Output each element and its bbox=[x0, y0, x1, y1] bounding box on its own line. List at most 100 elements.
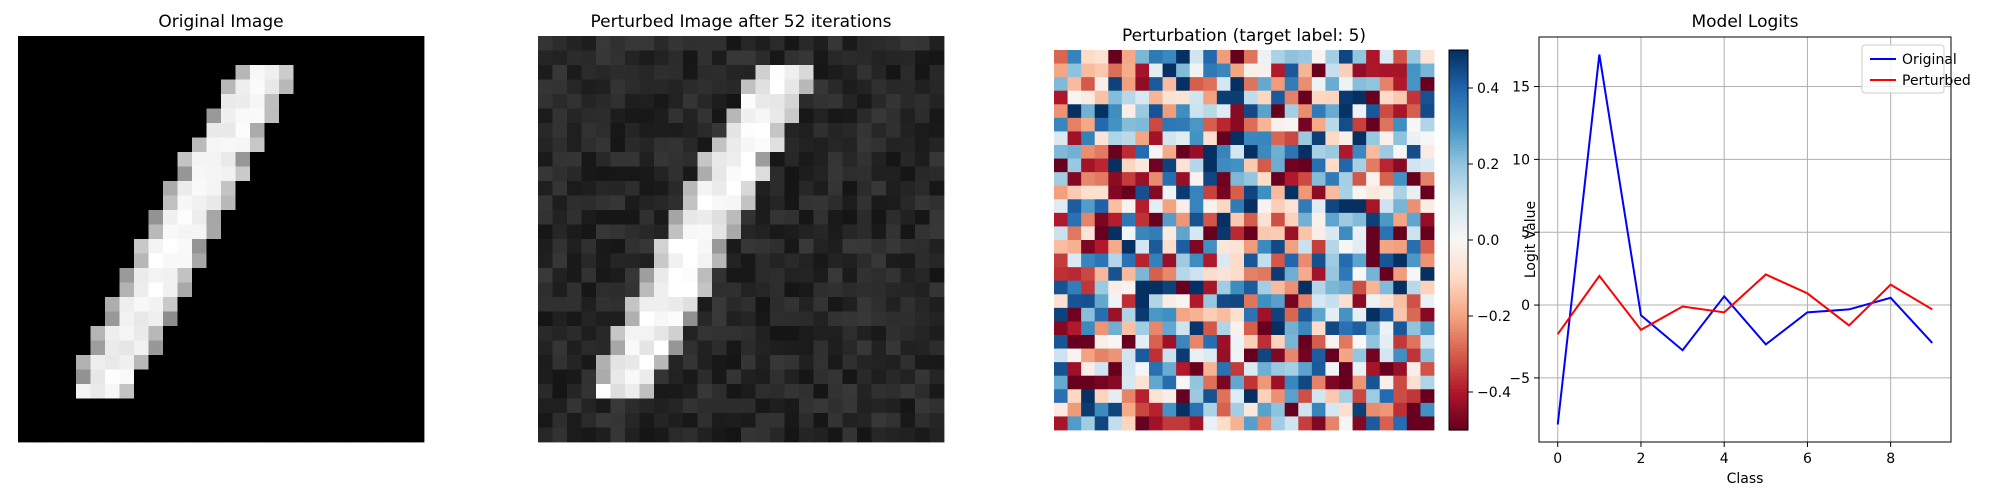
heatmap-cell bbox=[1067, 90, 1082, 105]
heatmap-cell bbox=[1081, 335, 1096, 349]
heatmap-cell bbox=[1203, 375, 1218, 390]
heatmap-cell bbox=[1162, 158, 1177, 173]
heatmap-cell bbox=[915, 123, 930, 138]
heatmap-cell bbox=[76, 326, 91, 341]
heatmap-cell bbox=[308, 123, 323, 138]
heatmap-cell bbox=[148, 239, 164, 254]
heatmap-cell bbox=[857, 210, 872, 225]
heatmap-cell bbox=[668, 326, 684, 341]
heatmap-cell bbox=[741, 224, 756, 240]
heatmap-cell bbox=[90, 297, 106, 312]
heatmap-cell bbox=[1067, 253, 1082, 268]
heatmap-cell bbox=[1284, 375, 1299, 390]
heatmap-cell bbox=[206, 311, 222, 327]
heatmap-cell bbox=[654, 326, 669, 341]
heatmap-cell bbox=[929, 268, 945, 283]
heatmap-cell bbox=[799, 166, 814, 182]
heatmap-cell bbox=[567, 210, 582, 225]
heatmap-cell bbox=[177, 369, 193, 385]
heatmap-cell bbox=[134, 398, 149, 414]
heatmap-cell bbox=[871, 36, 887, 51]
colorbar-segment bbox=[1449, 211, 1468, 216]
heatmap-cell bbox=[1189, 253, 1204, 268]
heatmap-cell bbox=[293, 253, 309, 269]
heatmap-cell bbox=[1054, 416, 1068, 431]
heatmap-cell bbox=[1108, 240, 1123, 254]
heatmap-cell bbox=[929, 384, 945, 399]
heatmap-cell bbox=[380, 311, 396, 327]
heatmap-cell bbox=[76, 340, 91, 356]
heatmap-cell bbox=[264, 210, 280, 225]
heatmap-cell bbox=[235, 268, 251, 283]
heatmap-cell bbox=[1406, 389, 1421, 404]
heatmap-cell bbox=[654, 355, 669, 370]
heatmap-cell bbox=[1379, 389, 1394, 404]
heatmap-cell bbox=[770, 268, 785, 283]
heatmap-cell bbox=[1311, 307, 1326, 322]
heatmap-cell bbox=[61, 297, 77, 312]
heatmap-cell bbox=[409, 36, 425, 51]
heatmap-cell bbox=[90, 65, 106, 80]
heatmap-cell bbox=[683, 253, 698, 269]
heatmap-cell bbox=[1406, 294, 1421, 309]
heatmap-cell bbox=[1298, 185, 1313, 200]
heatmap-cell bbox=[177, 166, 193, 182]
heatmap-cell bbox=[842, 65, 858, 80]
heatmap-cell bbox=[206, 268, 222, 283]
heatmap-cell bbox=[47, 224, 62, 240]
heatmap-cell bbox=[1271, 90, 1286, 105]
heatmap-cell bbox=[1108, 104, 1123, 119]
heatmap-cell bbox=[177, 65, 193, 80]
heatmap-cell bbox=[47, 326, 62, 341]
heatmap-cell bbox=[625, 282, 640, 298]
heatmap-cell bbox=[1366, 199, 1381, 214]
heatmap-cell bbox=[1325, 212, 1340, 227]
heatmap-cell bbox=[828, 398, 843, 414]
heatmap-cell bbox=[206, 282, 222, 298]
heatmap-cell bbox=[250, 65, 265, 80]
heatmap-cell bbox=[1244, 348, 1258, 363]
heatmap-cell bbox=[206, 123, 222, 138]
heatmap-cell bbox=[206, 195, 222, 211]
colorbar-segment bbox=[1449, 240, 1468, 244]
heatmap-cell bbox=[1108, 199, 1123, 214]
heatmap-cell bbox=[1149, 321, 1163, 336]
heatmap-cell bbox=[279, 340, 294, 356]
heatmap-cell bbox=[828, 427, 843, 443]
heatmap-cell bbox=[1339, 63, 1353, 78]
colorbar-segment bbox=[1449, 284, 1468, 289]
heatmap-cell bbox=[1216, 253, 1231, 268]
heatmap-cell bbox=[596, 195, 611, 211]
colorbar-segment bbox=[1449, 369, 1468, 374]
heatmap-cell bbox=[1189, 212, 1204, 227]
heatmap-cell bbox=[1121, 335, 1136, 349]
heatmap-cell bbox=[1379, 131, 1394, 146]
heatmap-cell bbox=[552, 79, 568, 95]
heatmap-cell bbox=[322, 50, 338, 66]
heatmap-cell bbox=[105, 50, 120, 66]
heatmap-cell bbox=[639, 224, 655, 240]
heatmap-cell bbox=[163, 79, 178, 95]
heatmap-cell bbox=[351, 195, 367, 211]
heatmap-cell bbox=[886, 340, 901, 356]
heatmap-cell bbox=[886, 239, 901, 254]
heatmap-cell bbox=[322, 340, 338, 356]
heatmap-cell bbox=[47, 398, 62, 414]
heatmap-cell bbox=[813, 210, 829, 225]
heatmap-cell bbox=[264, 311, 280, 327]
heatmap-cell bbox=[1067, 212, 1082, 227]
heatmap-cell bbox=[1054, 117, 1068, 132]
heatmap-cell bbox=[596, 355, 611, 370]
heatmap-cell bbox=[148, 369, 164, 385]
heatmap-cell bbox=[596, 340, 611, 356]
y-tick-label: −5 bbox=[1509, 371, 1530, 387]
heatmap-cell bbox=[1094, 389, 1109, 404]
heatmap-cell bbox=[784, 253, 800, 269]
heatmap-cell bbox=[163, 326, 178, 341]
heatmap-cell bbox=[813, 79, 829, 95]
heatmap-cell bbox=[1284, 362, 1299, 377]
heatmap-cell bbox=[567, 94, 582, 109]
heatmap-cell bbox=[784, 282, 800, 298]
heatmap-cell bbox=[235, 384, 251, 399]
heatmap-cell bbox=[250, 210, 265, 225]
